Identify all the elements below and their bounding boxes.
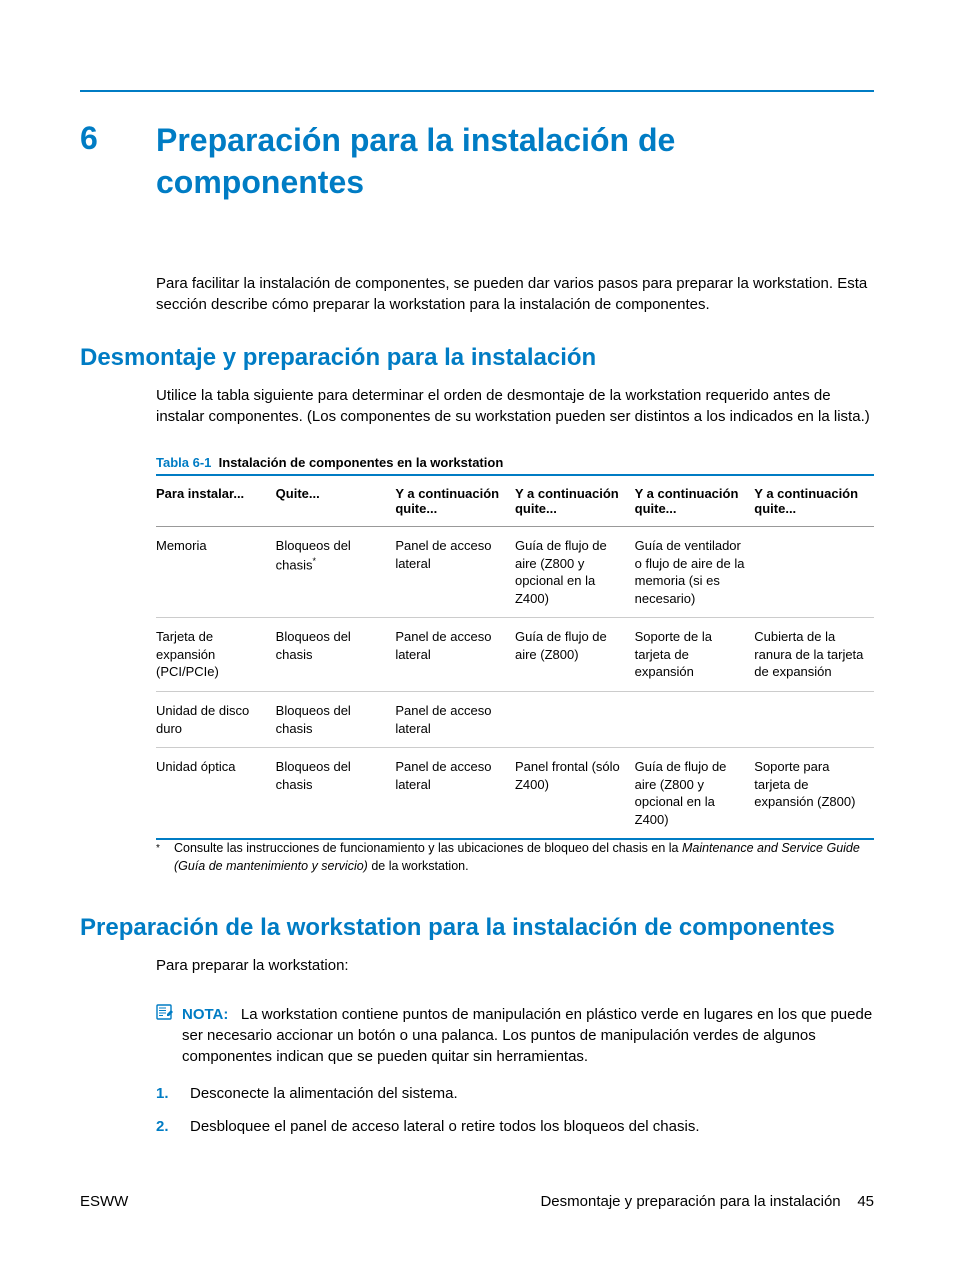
- table-row: Tarjeta de expansión (PCI/PCIe) Bloqueos…: [156, 618, 874, 692]
- table-caption: Tabla 6-1 Instalación de componentes en …: [156, 455, 874, 470]
- chapter-heading: 6 Preparación para la instalación de com…: [80, 120, 874, 203]
- table-cell: Bloqueos del chasis: [276, 748, 396, 840]
- chapter-number: 6: [80, 120, 156, 157]
- table-col-3: Y a continuación quite...: [515, 475, 635, 527]
- note-label: NOTA:: [182, 1006, 228, 1023]
- step-item: Desbloquee el panel de acceso lateral o …: [156, 1116, 874, 1137]
- section2-heading: Preparación de la workstation para la in…: [80, 913, 874, 943]
- table-caption-label: Tabla 6-1: [156, 455, 211, 470]
- table-cell: Guía de ventilador o flujo de aire de la…: [635, 527, 755, 618]
- table-cell: Panel de acceso lateral: [395, 527, 515, 618]
- note-icon: [156, 1004, 174, 1027]
- note-block: NOTA: La workstation contiene puntos de …: [156, 1004, 874, 1067]
- table-col-0: Para instalar...: [156, 475, 276, 527]
- table-cell: Bloqueos del chasis*: [276, 527, 396, 618]
- table-body: Memoria Bloqueos del chasis* Panel de ac…: [156, 527, 874, 840]
- component-table: Para instalar... Quite... Y a continuaci…: [156, 474, 874, 840]
- table-col-5: Y a continuación quite...: [754, 475, 874, 527]
- table-cell: Memoria: [156, 527, 276, 618]
- steps-list: Desconecte la alimentación del sistema. …: [156, 1083, 874, 1137]
- table-cell: Unidad de disco duro: [156, 692, 276, 748]
- table-cell: [754, 692, 874, 748]
- table-col-2: Y a continuación quite...: [395, 475, 515, 527]
- note-text: La workstation contiene puntos de manipu…: [182, 1006, 872, 1065]
- table-col-1: Quite...: [276, 475, 396, 527]
- table-row: Unidad óptica Bloqueos del chasis Panel …: [156, 748, 874, 840]
- step-item: Desconecte la alimentación del sistema.: [156, 1083, 874, 1104]
- table-header-row: Para instalar... Quite... Y a continuaci…: [156, 475, 874, 527]
- table-cell: [515, 692, 635, 748]
- table-cell: Soporte para tarjeta de expansión (Z800): [754, 748, 874, 840]
- section1-paragraph: Utilice la tabla siguiente para determin…: [156, 385, 874, 427]
- table-cell: Bloqueos del chasis: [276, 692, 396, 748]
- table-cell: Guía de flujo de aire (Z800 y opcional e…: [635, 748, 755, 840]
- note-content: NOTA: La workstation contiene puntos de …: [182, 1004, 874, 1067]
- footer-right: Desmontaje y preparación para la instala…: [540, 1193, 874, 1210]
- table-footnote: * Consulte las instrucciones de funciona…: [156, 840, 874, 875]
- table-cell: Guía de flujo de aire (Z800): [515, 618, 635, 692]
- table-cell: Guía de flujo de aire (Z800 y opcional e…: [515, 527, 635, 618]
- table-cell: Panel de acceso lateral: [395, 748, 515, 840]
- table-cell: [754, 527, 874, 618]
- page-footer: ESWW Desmontaje y preparación para la in…: [80, 1193, 874, 1210]
- table-cell: Panel de acceso lateral: [395, 618, 515, 692]
- table-cell: Soporte de la tarjeta de expansión: [635, 618, 755, 692]
- table-cell: [635, 692, 755, 748]
- table-cell: Panel frontal (sólo Z400): [515, 748, 635, 840]
- section2-intro: Para preparar la workstation:: [156, 955, 874, 976]
- table-cell: Bloqueos del chasis: [276, 618, 396, 692]
- table-row: Memoria Bloqueos del chasis* Panel de ac…: [156, 527, 874, 618]
- intro-paragraph: Para facilitar la instalación de compone…: [156, 273, 874, 315]
- footer-left: ESWW: [80, 1193, 128, 1210]
- section1-heading: Desmontaje y preparación para la instala…: [80, 343, 874, 373]
- table-caption-text: Instalación de componentes en la worksta…: [219, 455, 504, 470]
- table-cell: Tarjeta de expansión (PCI/PCIe): [156, 618, 276, 692]
- footnote-marker: *: [156, 840, 174, 875]
- footnote-text: Consulte las instrucciones de funcionami…: [174, 840, 874, 875]
- table-cell: Cubierta de la ranura de la tarjeta de e…: [754, 618, 874, 692]
- table-row: Unidad de disco duro Bloqueos del chasis…: [156, 692, 874, 748]
- page-number: 45: [857, 1193, 874, 1210]
- top-rule: [80, 90, 874, 92]
- table-cell: Panel de acceso lateral: [395, 692, 515, 748]
- table-col-4: Y a continuación quite...: [635, 475, 755, 527]
- chapter-title: Preparación para la instalación de compo…: [156, 120, 874, 203]
- table-cell: Unidad óptica: [156, 748, 276, 840]
